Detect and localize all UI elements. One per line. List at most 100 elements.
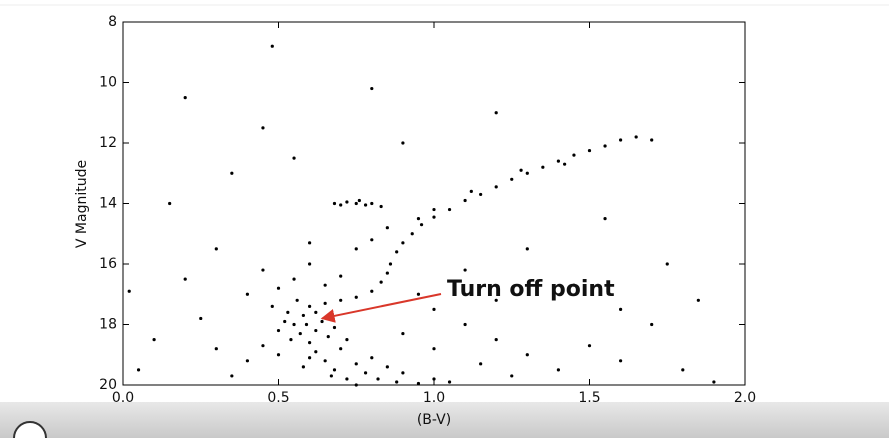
star-point — [370, 356, 374, 360]
star-point — [357, 198, 361, 203]
star-point — [323, 301, 327, 305]
star-point — [345, 338, 349, 342]
star-point — [354, 295, 358, 299]
star-point — [276, 328, 281, 333]
star-point — [345, 377, 349, 381]
star-point — [363, 203, 368, 207]
star-point — [245, 359, 249, 363]
star-point — [230, 374, 234, 378]
star-point — [183, 96, 187, 100]
star-point — [308, 341, 312, 345]
star-point — [339, 203, 343, 207]
star-point — [214, 347, 218, 351]
star-point — [603, 144, 607, 148]
star-point — [292, 322, 296, 327]
star-point — [329, 374, 333, 378]
star-point — [463, 322, 467, 327]
star-point — [320, 319, 324, 324]
star-point — [261, 268, 265, 272]
star-point — [292, 277, 296, 281]
star-point — [245, 292, 249, 296]
star-point — [401, 371, 405, 375]
star-point — [432, 377, 436, 381]
star-point — [556, 159, 561, 163]
bottom-bar — [0, 402, 889, 438]
star-point — [270, 304, 274, 308]
star-point — [385, 271, 389, 275]
x-tick-label: 1.0 — [423, 390, 445, 406]
star-point — [385, 365, 389, 369]
star-point — [354, 383, 358, 387]
x-tick-label: 0.0 — [112, 390, 134, 406]
star-point — [469, 189, 473, 193]
star-point — [304, 322, 309, 327]
star-point — [370, 201, 374, 206]
star-point — [183, 277, 187, 281]
star-point — [270, 44, 274, 48]
star-point — [376, 377, 380, 381]
star-point — [587, 344, 592, 348]
star-point — [463, 268, 467, 272]
star-point — [136, 368, 141, 372]
y-tick-label: 8 — [108, 14, 117, 30]
star-point — [416, 292, 421, 296]
star-point — [332, 325, 337, 330]
star-point — [199, 316, 203, 321]
star-point — [385, 226, 389, 230]
star-point — [323, 359, 327, 363]
star-point — [525, 353, 529, 357]
star-point — [295, 298, 299, 302]
plot-frame — [122, 21, 746, 386]
star-point — [650, 138, 654, 142]
star-point — [525, 247, 529, 251]
star-point — [283, 319, 287, 324]
star-point — [308, 304, 312, 308]
y-tick-label: 10 — [99, 75, 117, 91]
star-point — [401, 241, 405, 245]
star-point — [494, 111, 498, 115]
star-point — [339, 347, 343, 351]
star-point — [261, 126, 265, 130]
star-point — [301, 313, 305, 318]
star-point — [479, 192, 483, 197]
star-point — [432, 307, 436, 311]
star-point — [323, 283, 327, 287]
annotation-text: Turn off point — [447, 277, 615, 302]
star-point — [494, 185, 498, 189]
star-point — [665, 262, 669, 266]
star-point — [286, 310, 290, 314]
x-tick-label: 2.0 — [734, 390, 756, 406]
star-point — [354, 247, 358, 251]
star-point — [292, 156, 296, 160]
star-point — [510, 177, 514, 181]
star-point — [314, 310, 318, 314]
star-point — [298, 331, 302, 336]
star-point — [261, 344, 265, 348]
star-point — [354, 201, 358, 206]
star-point — [519, 168, 523, 172]
star-point — [463, 198, 467, 203]
star-point — [395, 250, 399, 254]
star-point — [432, 347, 436, 351]
star-point — [416, 217, 421, 221]
x-tick-label: 1.5 — [578, 390, 600, 406]
star-point — [308, 241, 312, 245]
star-point — [214, 247, 218, 251]
star-point — [339, 274, 343, 278]
star-point — [419, 223, 424, 227]
star-point — [326, 335, 330, 339]
star-point — [401, 331, 405, 336]
annotation-arrow — [320, 293, 442, 323]
star-point — [619, 307, 623, 311]
star-point — [168, 201, 172, 206]
star-point — [650, 322, 654, 327]
star-point — [603, 217, 607, 221]
star-point — [587, 148, 592, 153]
star-point — [432, 207, 436, 212]
x-tick-label: 0.5 — [267, 390, 289, 406]
x-axis-label: (B-V) — [417, 412, 451, 428]
star-point — [563, 162, 567, 166]
star-point — [370, 238, 374, 242]
star-point — [379, 280, 383, 284]
